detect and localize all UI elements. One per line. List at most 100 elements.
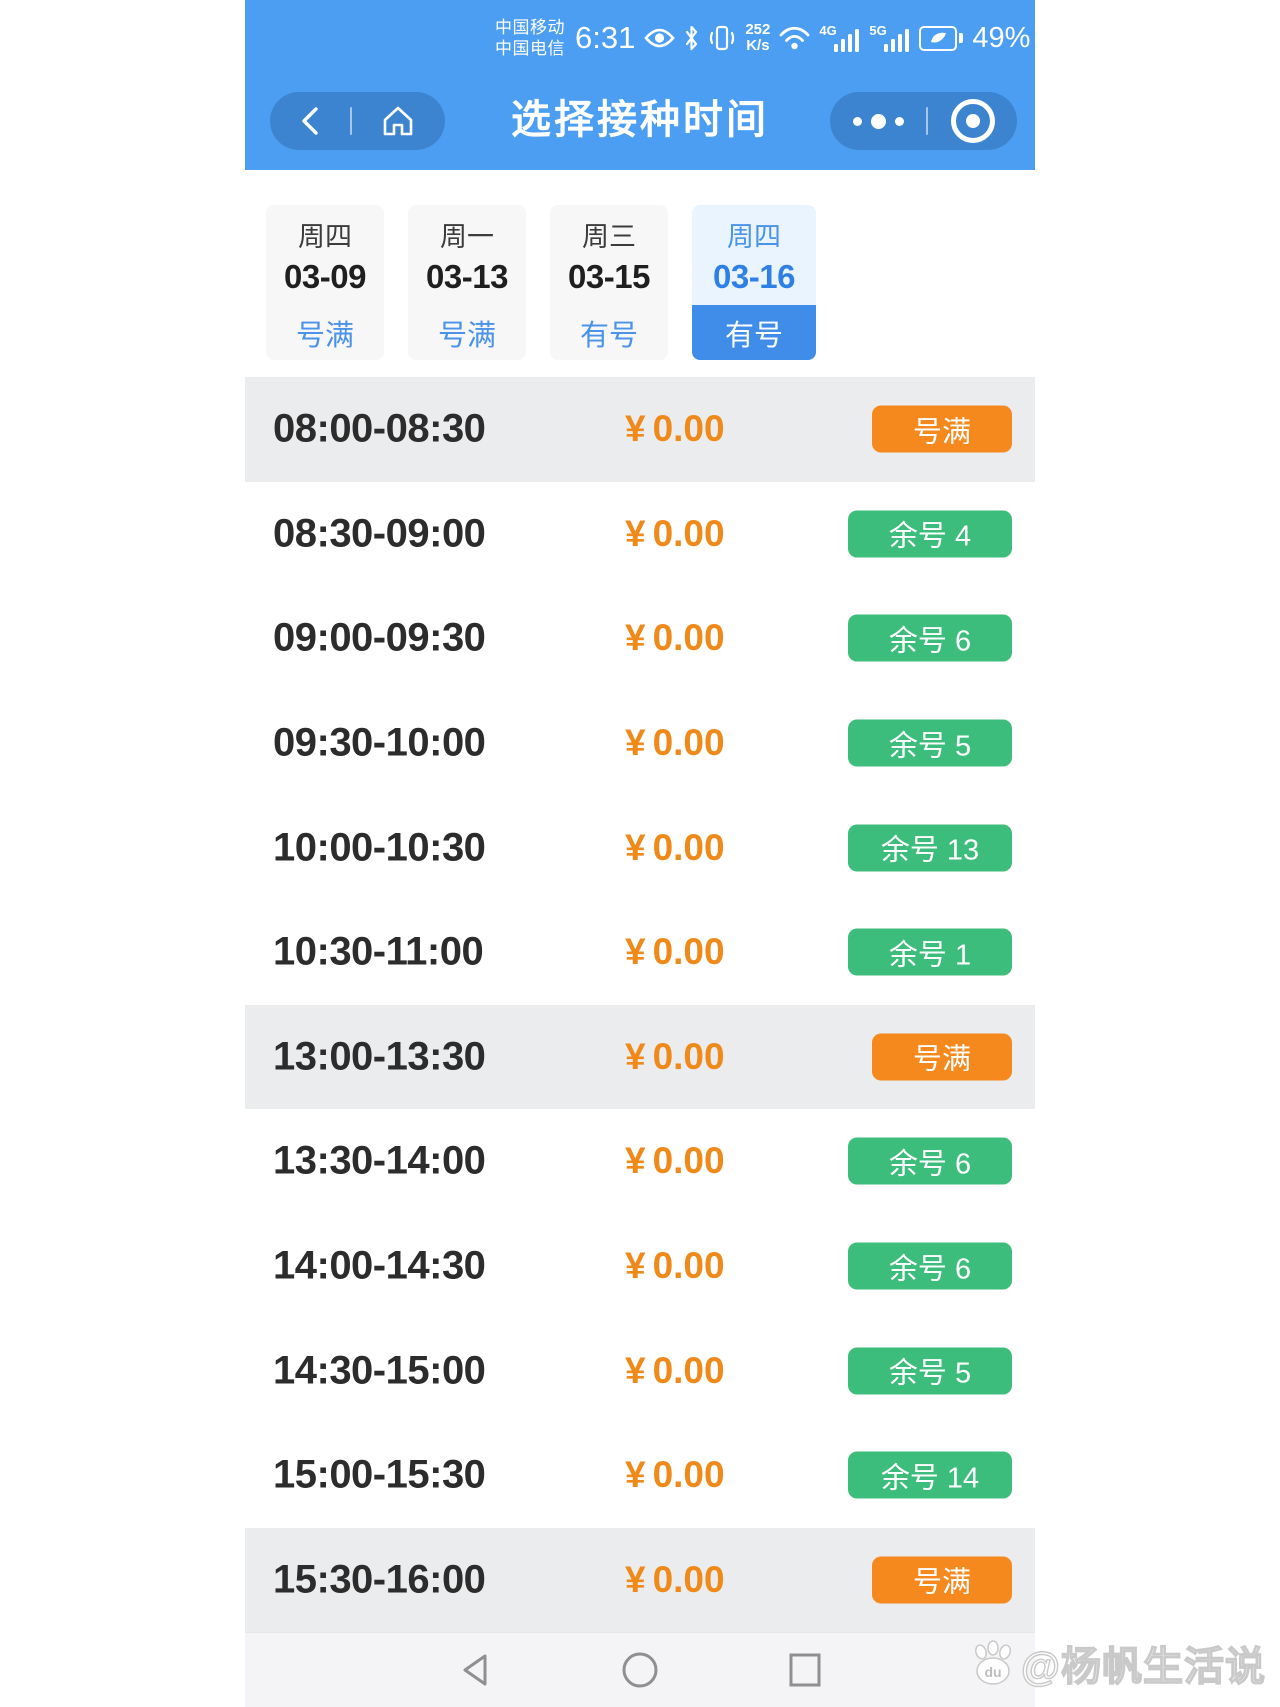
slot-status-badge[interactable]: 号满 — [872, 1556, 1012, 1604]
slot-status-badge[interactable]: 余号 5 — [848, 719, 1012, 767]
back-button[interactable] — [299, 105, 321, 137]
android-recents-icon — [789, 1653, 821, 1687]
carrier-line2: 中国电信 — [495, 39, 565, 58]
android-back-icon — [463, 1654, 487, 1686]
date-tab[interactable]: 周三 03-15 有号 — [550, 205, 668, 360]
nav-capsule-left — [270, 92, 445, 150]
date-tab[interactable]: 周四 03-09 号满 — [266, 205, 384, 360]
android-nav-bar — [245, 1632, 1035, 1707]
slot-time: 08:30-09:00 — [273, 511, 486, 556]
slot-time: 15:30-16:00 — [273, 1557, 486, 1602]
miniprogram-capsule — [830, 92, 1017, 150]
more-button[interactable] — [852, 113, 904, 129]
tab-date: 03-13 — [426, 257, 508, 295]
battery-percent: 49% — [972, 21, 1031, 54]
price-amount: 0.00 — [652, 512, 725, 554]
slot-time: 10:30-11:00 — [273, 929, 484, 974]
slot-time: 15:00-15:30 — [273, 1452, 486, 1497]
slot-time: 14:00-14:30 — [273, 1243, 486, 1288]
home-icon — [383, 106, 413, 136]
slot-price: ¥0.00 — [625, 1036, 725, 1078]
speed-unit: K/s — [746, 37, 770, 54]
slot-status-badge[interactable]: 余号 5 — [848, 1347, 1012, 1395]
android-recents-button[interactable] — [783, 1648, 827, 1692]
slot-price: ¥0.00 — [625, 1140, 725, 1182]
exit-button[interactable] — [950, 99, 995, 143]
battery-icon — [919, 25, 964, 51]
time-slot-row[interactable]: 10:00-10:30 ¥0.00 余号 13 — [245, 795, 1035, 900]
slot-price: ¥0.00 — [625, 1350, 725, 1392]
time-slot-row[interactable]: 14:00-14:30 ¥0.00 余号 6 — [245, 1214, 1035, 1319]
price-amount: 0.00 — [652, 1558, 725, 1600]
vibrate-icon — [708, 25, 736, 51]
slot-status-badge[interactable]: 余号 6 — [848, 1137, 1012, 1185]
slot-status-badge[interactable]: 号满 — [872, 1033, 1012, 1081]
nav-row: 选择接种时间 — [245, 92, 1035, 150]
tab-top: 周三 03-15 — [550, 205, 668, 305]
tab-date: 03-16 — [713, 257, 795, 295]
time-slot-row[interactable]: 10:30-11:00 ¥0.00 余号 1 — [245, 900, 1035, 1005]
slot-status-badge[interactable]: 余号 6 — [848, 1242, 1012, 1290]
time-slot-row[interactable]: 15:00-15:30 ¥0.00 余号 14 — [245, 1423, 1035, 1528]
slot-time: 09:30-10:00 — [273, 720, 486, 765]
currency-symbol: ¥ — [625, 1035, 646, 1077]
slot-time: 09:00-09:30 — [273, 615, 486, 660]
tab-status: 有号 — [579, 319, 638, 352]
time-slot-row[interactable]: 09:30-10:00 ¥0.00 余号 5 — [245, 691, 1035, 796]
capsule-divider — [926, 107, 928, 135]
time-slot-row[interactable]: 08:00-08:30 ¥0.00 号满 — [245, 377, 1035, 482]
status-bar: 中国移动 中国电信 6:31 — [495, 12, 1030, 64]
slot-status-badge[interactable]: 号满 — [872, 405, 1012, 453]
price-amount: 0.00 — [652, 722, 725, 764]
currency-symbol: ¥ — [625, 931, 646, 973]
tab-date: 03-15 — [568, 257, 650, 295]
android-home-button[interactable] — [618, 1648, 662, 1692]
slot-price: ¥0.00 — [625, 722, 725, 764]
time-slot-row[interactable]: 09:00-09:30 ¥0.00 余号 6 — [245, 586, 1035, 691]
time-slot-row[interactable]: 08:30-09:00 ¥0.00 余号 4 — [245, 482, 1035, 587]
android-back-button[interactable] — [453, 1648, 497, 1692]
time-slot-row[interactable]: 13:30-14:00 ¥0.00 余号 6 — [245, 1109, 1035, 1214]
page-title: 选择接种时间 — [511, 98, 769, 142]
slot-status-badge[interactable]: 余号 13 — [848, 824, 1012, 872]
carrier-line1: 中国移动 — [495, 18, 565, 37]
slot-price: ¥0.00 — [625, 1559, 725, 1601]
wifi-icon — [779, 26, 810, 50]
app-header: 中国移动 中国电信 6:31 — [245, 0, 1035, 170]
price-amount: 0.00 — [652, 826, 725, 868]
tab-status: 号满 — [295, 319, 354, 352]
slot-price: ¥0.00 — [625, 827, 725, 869]
tab-weekday: 周四 — [298, 221, 352, 252]
currency-symbol: ¥ — [625, 722, 646, 764]
slot-status-badge[interactable]: 余号 14 — [848, 1451, 1012, 1499]
currency-symbol: ¥ — [625, 617, 646, 659]
price-amount: 0.00 — [652, 617, 725, 659]
eye-icon — [644, 27, 676, 49]
slot-time: 13:30-14:00 — [273, 1138, 486, 1183]
date-tabs: 周四 03-09 号满 周一 03-13 号满 周三 03-15 有号 周四 03-16 有号 — [266, 205, 816, 360]
target-icon — [965, 114, 980, 128]
phone-screen: 中国移动 中国电信 6:31 — [245, 0, 1035, 1707]
tab-date: 03-09 — [284, 257, 366, 295]
slot-status-badge[interactable]: 余号 6 — [848, 614, 1012, 662]
price-amount: 0.00 — [652, 408, 725, 450]
slot-time: 10:00-10:30 — [273, 825, 486, 870]
slot-status-badge[interactable]: 余号 1 — [848, 928, 1012, 976]
price-amount: 0.00 — [652, 1349, 725, 1391]
currency-symbol: ¥ — [625, 1245, 646, 1287]
time-slot-row[interactable]: 13:00-13:30 ¥0.00 号满 — [245, 1004, 1035, 1110]
currency-symbol: ¥ — [625, 1454, 646, 1496]
time-slot-row[interactable]: 15:30-16:00 ¥0.00 号满 — [245, 1527, 1035, 1633]
time-slot-row[interactable]: 14:30-15:00 ¥0.00 余号 5 — [245, 1318, 1035, 1423]
price-amount: 0.00 — [652, 1454, 725, 1496]
tab-weekday: 周三 — [582, 221, 636, 252]
slot-status-badge[interactable]: 余号 4 — [848, 510, 1012, 558]
slot-price: ¥0.00 — [625, 617, 725, 659]
tab-status: 有号 — [692, 305, 816, 360]
chevron-left-icon — [302, 107, 318, 135]
date-tab[interactable]: 周四 03-16 有号 — [692, 205, 816, 360]
date-tab[interactable]: 周一 03-13 号满 — [408, 205, 526, 360]
tab-status: 号满 — [437, 319, 496, 352]
home-button[interactable] — [380, 104, 416, 138]
slot-price: ¥0.00 — [625, 513, 725, 555]
